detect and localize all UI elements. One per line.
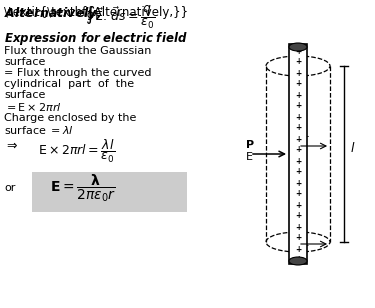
Text: surface: surface xyxy=(4,57,45,67)
Text: +: + xyxy=(295,47,301,55)
Text: +: + xyxy=(295,79,301,88)
Bar xyxy=(32,172,187,212)
Text: +: + xyxy=(295,156,301,165)
Text: +: + xyxy=(295,124,301,132)
Text: $\oint \vec{\mathrm{E}}.\,\vec{d}s = \dfrac{q}{\varepsilon_0}$: $\oint \vec{\mathrm{E}}.\,\vec{d}s = \df… xyxy=(85,4,155,31)
Text: $\mathrm{E} \times 2\pi r\mathit{l} = \dfrac{\lambda \mathit{l}}{\varepsilon_0}$: $\mathrm{E} \times 2\pi r\mathit{l} = \d… xyxy=(38,138,116,165)
Text: $= \mathrm{E} \times 2\pi r\mathit{l}$: $= \mathrm{E} \times 2\pi r\mathit{l}$ xyxy=(4,101,62,113)
Text: surface: surface xyxy=(4,90,45,100)
Text: +: + xyxy=(295,245,301,253)
Text: +: + xyxy=(295,179,301,188)
Text: +: + xyxy=(295,145,301,155)
Text: r: r xyxy=(304,243,308,253)
Text: +: + xyxy=(295,233,301,242)
Text: P: P xyxy=(246,140,254,150)
Text: $\bfit{Expression\ for\ electric\ field}$: $\bfit{Expression\ for\ electric\ field}… xyxy=(4,30,188,47)
Text: +: + xyxy=(295,168,301,176)
Text: +: + xyxy=(295,91,301,99)
Text: Charge enclosed by the: Charge enclosed by the xyxy=(4,113,136,123)
Text: +: + xyxy=(295,112,301,121)
Text: $\mathbf{E} = \dfrac{\boldsymbol{\lambda}}{2\pi\varepsilon_0 r}$: $\mathbf{E} = \dfrac{\boldsymbol{\lambda… xyxy=(50,172,116,204)
Text: +: + xyxy=(295,256,301,265)
Text: +: + xyxy=(295,189,301,198)
Text: +: + xyxy=(295,102,301,111)
Text: Flux through the Gaussian: Flux through the Gaussian xyxy=(4,46,152,56)
Text: $\mathit{l}$: $\mathit{l}$ xyxy=(350,141,355,155)
Bar xyxy=(289,44,307,264)
Text: surface $= \lambda \mathit{l}$: surface $= \lambda \mathit{l}$ xyxy=(4,124,74,136)
Text: +: + xyxy=(295,58,301,67)
Text: $\Rightarrow$: $\Rightarrow$ xyxy=(4,139,18,152)
Text: = Flux through the curved: = Flux through the curved xyxy=(4,68,152,78)
Text: +: + xyxy=(295,201,301,209)
Text: +: + xyxy=(295,135,301,144)
Text: +: + xyxy=(295,222,301,232)
Ellipse shape xyxy=(289,43,307,51)
Text: r: r xyxy=(304,134,308,144)
Text: +: + xyxy=(295,212,301,221)
Text: cylindrical  part  of  the: cylindrical part of the xyxy=(4,79,134,89)
Text: or: or xyxy=(4,183,15,193)
Text: E: E xyxy=(246,152,253,162)
Ellipse shape xyxy=(289,257,307,265)
Text: +: + xyxy=(295,68,301,78)
Text: $\bfit{Alternatively,}$: $\bfit{Alternatively,}$ xyxy=(4,5,101,22)
Text: \textit{\textbf{Alternatively,}}: \textit{\textbf{Alternatively,}} xyxy=(4,6,188,19)
